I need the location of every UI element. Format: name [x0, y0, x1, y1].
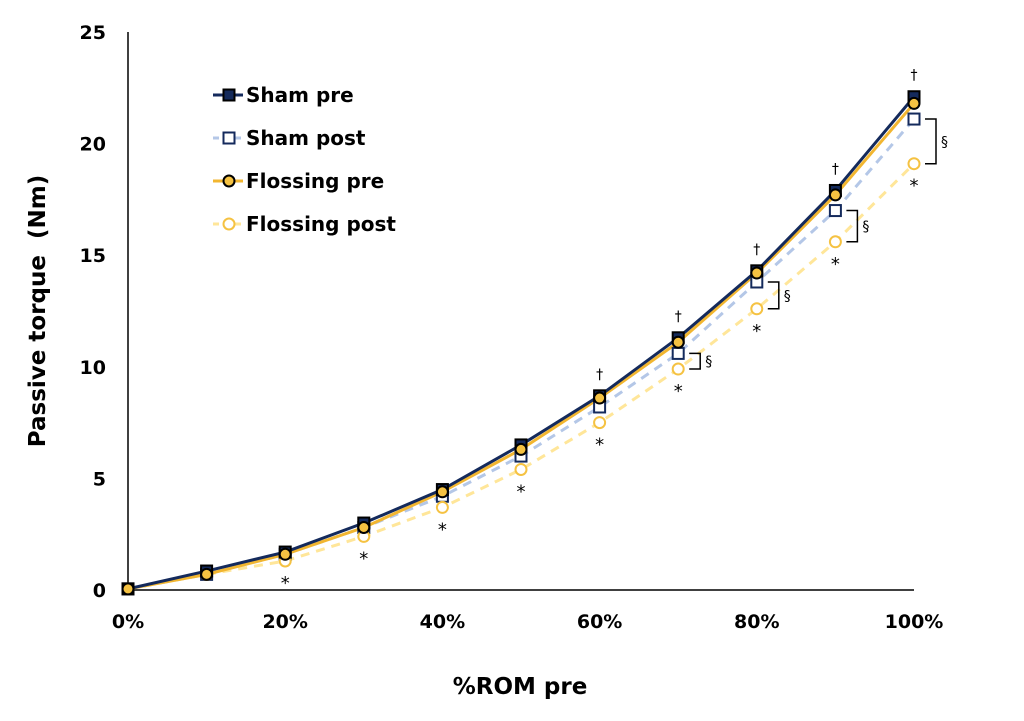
series-line-flossing-post [127, 162, 916, 591]
legend-label: Flossing post [246, 212, 396, 236]
data-point-flossing-post [514, 462, 528, 476]
x-axis-label: %ROM pre [453, 674, 588, 700]
significance-bracket [846, 209, 859, 243]
asterisk-annotation: * [359, 548, 368, 569]
data-point-sham-post [671, 346, 685, 360]
data-point-flossing-pre [278, 547, 292, 561]
data-point-flossing-pre [514, 442, 528, 456]
dagger-annotation: † [911, 68, 918, 84]
legend-item-sham-pre: Sham pre [213, 83, 354, 107]
data-point-flossing-pre [907, 96, 921, 110]
asterisk-annotation: * [752, 321, 761, 342]
y-tick-label: 5 [93, 468, 106, 490]
data-point-flossing-pre [121, 582, 135, 596]
asterisk-annotation: * [517, 481, 526, 502]
data-point-flossing-post [435, 500, 449, 514]
asterisk-annotation: * [438, 519, 447, 540]
data-point-flossing-pre [357, 521, 371, 535]
legend-marker [222, 131, 236, 145]
legend-item-sham-post: Sham post [213, 126, 366, 150]
section-annotation: § [705, 354, 712, 370]
legend-label: Flossing pre [246, 169, 384, 193]
y-axis-label: Passive torque (Nm) [25, 175, 51, 447]
asterisk-annotation: * [910, 176, 919, 197]
y-tick-label: 0 [93, 580, 106, 602]
dagger-annotation: † [753, 242, 760, 258]
dagger-annotation: † [596, 367, 603, 383]
y-tick-label: 20 [80, 134, 106, 156]
data-point-flossing-pre [671, 335, 685, 349]
data-point-flossing-post [907, 157, 921, 171]
asterisk-annotation: * [831, 254, 840, 275]
section-annotation: § [862, 219, 869, 235]
significance-bracket [689, 352, 701, 370]
legend-label: Sham pre [246, 83, 354, 107]
legend-marker [222, 88, 236, 102]
section-annotation: § [784, 288, 791, 304]
x-tick-label: 60% [577, 611, 622, 633]
data-point-flossing-pre [200, 567, 214, 581]
y-tick-label: 10 [80, 357, 106, 379]
dagger-annotation: † [832, 161, 839, 177]
series-flossing-post [127, 162, 916, 591]
data-point-flossing-post [828, 235, 842, 249]
asterisk-annotation: * [595, 435, 604, 456]
legend-item-flossing-pre: Flossing pre [213, 169, 384, 193]
x-tick-label: 20% [262, 611, 307, 633]
y-tick-label: 15 [80, 245, 106, 267]
y-tick-label: 25 [80, 22, 106, 44]
data-point-flossing-pre [750, 266, 764, 280]
x-tick-label: 100% [885, 611, 944, 633]
data-point-sham-post [907, 112, 921, 126]
legend-label: Sham post [246, 126, 366, 150]
significance-bracket [767, 281, 780, 310]
data-point-flossing-pre [435, 485, 449, 499]
data-point-flossing-pre [828, 188, 842, 202]
legend-item-flossing-post: Flossing post [213, 212, 396, 236]
significance-bracket [925, 118, 937, 165]
section-annotation: § [941, 134, 948, 150]
asterisk-annotation: * [674, 381, 683, 402]
legend-marker [222, 174, 236, 188]
x-tick-label: 80% [734, 611, 779, 633]
x-tick-label: 0% [112, 611, 144, 633]
data-point-flossing-post [593, 416, 607, 430]
data-point-flossing-post [750, 302, 764, 316]
data-point-sham-post [828, 204, 842, 218]
x-tick-label: 40% [420, 611, 465, 633]
data-point-flossing-post [671, 362, 685, 376]
dagger-annotation: † [675, 309, 682, 325]
data-point-flossing-pre [593, 391, 607, 405]
legend-marker [222, 217, 236, 231]
asterisk-annotation: * [281, 573, 290, 594]
